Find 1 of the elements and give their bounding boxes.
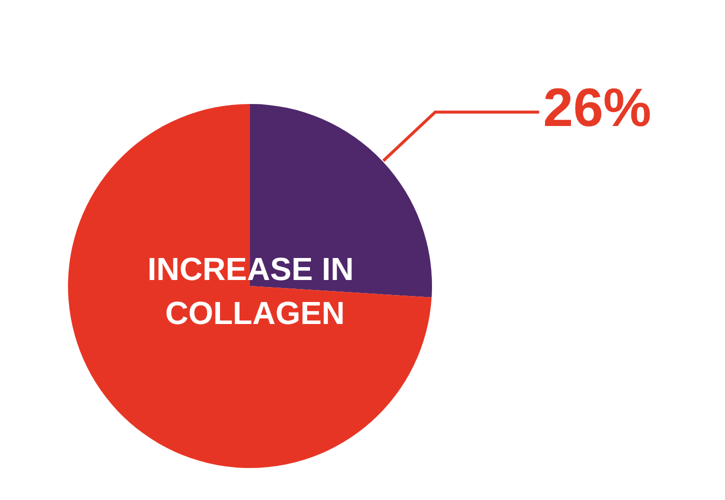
data-label: 26% [543,78,652,138]
